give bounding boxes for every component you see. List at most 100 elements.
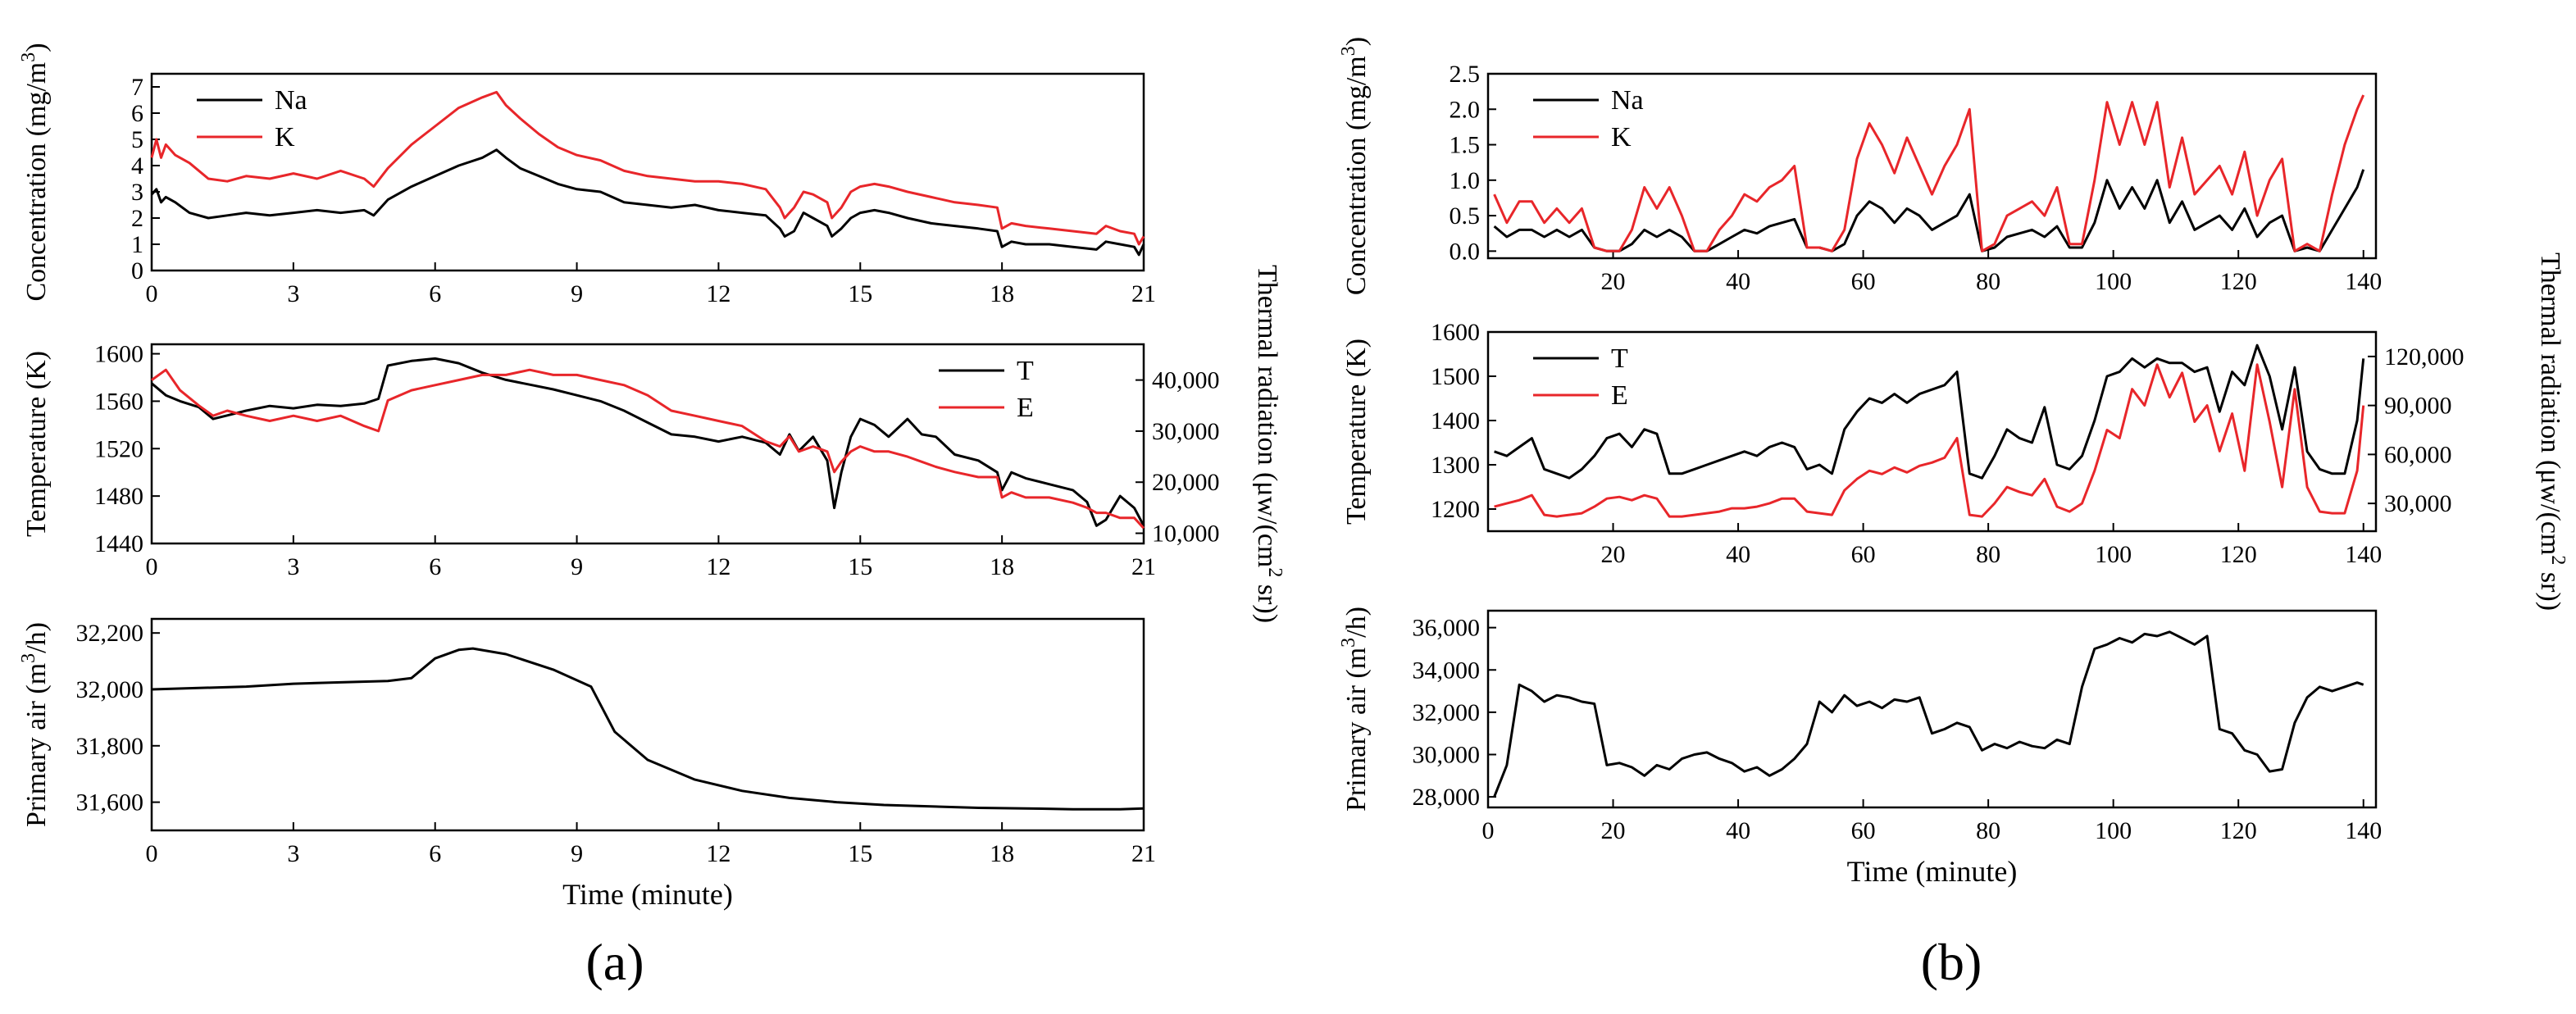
x-tick-label: 80 (1976, 817, 2000, 844)
series-line-t (1494, 343, 2365, 480)
legend-label-k: K (1611, 122, 1632, 152)
y-tick-label: 1.5 (1450, 132, 1481, 159)
x-tick-label: 40 (1726, 541, 1750, 568)
chart-a_temp: 0 3 6 9 12 15 18 21 1440 1480 1520 1560 1600 10,000 20… (94, 341, 1220, 580)
y-tick-label: 0.5 (1450, 202, 1481, 230)
y-tick-label: 4 (131, 152, 143, 180)
y-tick-label: 0 (131, 257, 143, 284)
y-tick-label: 6 (131, 100, 143, 127)
y-tick-label: 1560 (94, 388, 143, 415)
y-tick-label: 31,600 (76, 789, 144, 816)
x-tick-label: 80 (1976, 268, 2000, 295)
x-tick-label: 140 (2345, 817, 2382, 844)
chart-b_air: 0 20 40 60 80 100 120 140 28,000 30,000 32,000 34,0… (1413, 609, 2382, 888)
x-tick-label: 80 (1976, 541, 2000, 568)
y-right-axis-title: Thermal radiation (μw/(cm2 sr)) (1252, 265, 1286, 623)
y-tick-label: 1200 (1431, 496, 1480, 523)
x-axis-title: Time (minute) (1847, 855, 2018, 888)
y-right-tick-label: 10,000 (1152, 521, 1220, 548)
series-line-primary-air (151, 647, 1145, 811)
y-tick-label: 32,000 (1413, 699, 1481, 726)
x-tick-label: 3 (287, 840, 299, 867)
y-tick-label: 31,800 (76, 733, 144, 760)
x-tick-label: 120 (2220, 817, 2257, 844)
x-tick-label: 15 (848, 553, 872, 580)
y-tick-label: 1400 (1431, 407, 1480, 434)
x-tick-label: 0 (146, 840, 158, 867)
series-line-k (1493, 94, 2365, 252)
x-tick-label: 21 (1131, 840, 1156, 867)
series-line-na (1493, 169, 2365, 252)
x-tick-label: 0 (146, 553, 158, 580)
legend-label-k: K (275, 122, 295, 152)
plot-frame (1486, 330, 2378, 533)
x-tick-label: 0 (146, 280, 158, 307)
x-tick-label: 6 (429, 553, 441, 580)
legend-label-na: Na (1611, 85, 1644, 116)
y-axis-title: Primary air (m3/h) (18, 622, 52, 827)
x-tick-label: 40 (1726, 268, 1750, 295)
x-tick-label: 20 (1601, 541, 1626, 568)
x-tick-label: 3 (287, 280, 299, 307)
y-axis-title: Concentration (mg/m3) (18, 43, 52, 301)
legend-label-na: Na (275, 85, 307, 116)
y-tick-label: 1520 (94, 435, 143, 462)
y-right-axis-title: Thermal radiation (μw/(cm2 sr)) (2535, 252, 2569, 611)
x-tick-label: 12 (706, 553, 730, 580)
x-tick-label: 20 (1601, 268, 1626, 295)
x-tick-label: 18 (990, 840, 1014, 867)
x-tick-label: 3 (287, 553, 299, 580)
chart-b_temp: 20 40 60 80 100 120 140 1200 1300 1400 1500 1600 30,… (1431, 319, 2464, 568)
x-tick-label: 15 (848, 280, 872, 307)
y-axis-title: Primary air (m3/h) (1338, 607, 1372, 812)
y-tick-label: 1300 (1431, 452, 1480, 479)
x-tick-label: 9 (571, 553, 583, 580)
y-right-tick-label: 120,000 (2384, 343, 2464, 371)
y-tick-label: 2.0 (1450, 96, 1481, 123)
y-tick-label: 1600 (94, 341, 143, 368)
series-line-na (150, 148, 1145, 257)
chart-a_air: 0 3 6 9 12 15 18 21 31,600 31,800 32,000 32,200 Time… (76, 617, 1156, 911)
x-tick-label: 60 (1851, 817, 1876, 844)
series-line-primary-air (1493, 630, 2364, 798)
y-tick-label: 30,000 (1413, 741, 1481, 768)
chart-b_conc: 20 40 60 80 100 120 140 0.0 0.5 1.0 1.5 2.0 2.5 Na K (1450, 61, 2383, 295)
y-tick-label: 1440 (94, 530, 143, 557)
y-right-tick-label: 30,000 (1152, 418, 1220, 445)
x-tick-label: 0 (1482, 817, 1495, 844)
y-tick-label: 1 (131, 231, 143, 258)
y-tick-label: 7 (131, 74, 143, 101)
series-line-k (150, 90, 1145, 246)
x-tick-label: 18 (990, 280, 1014, 307)
x-tick-label: 100 (2095, 817, 2132, 844)
plot-frame (150, 617, 1145, 832)
x-tick-label: 140 (2345, 268, 2382, 295)
y-tick-label: 3 (131, 179, 143, 206)
x-tick-label: 9 (571, 280, 583, 307)
x-axis-title: Time (minute) (562, 878, 733, 911)
x-tick-label: 9 (571, 840, 583, 867)
plot-frame (150, 343, 1145, 545)
y-tick-label: 2.5 (1450, 61, 1481, 88)
plot-frame (1486, 609, 2378, 809)
y-right-tick-label: 90,000 (2384, 393, 2452, 420)
x-tick-label: 21 (1131, 280, 1156, 307)
x-tick-label: 6 (429, 280, 441, 307)
y-axis-title: Temperature (K) (21, 351, 52, 537)
x-tick-label: 20 (1601, 817, 1626, 844)
y-tick-label: 2 (131, 205, 143, 232)
x-tick-label: 120 (2220, 541, 2257, 568)
y-tick-label: 5 (131, 126, 143, 153)
x-tick-label: 12 (706, 840, 730, 867)
series-line-t (151, 357, 1145, 527)
y-tick-label: 0.0 (1450, 238, 1481, 265)
y-tick-label: 32,200 (76, 620, 144, 647)
y-axis-title: Concentration (mg/m3) (1338, 37, 1372, 295)
y-axis-title: Temperature (K) (1341, 339, 1372, 525)
y-tick-label: 28,000 (1413, 784, 1481, 811)
panel-label-a: (a) (585, 933, 644, 991)
panel-label-b: (b) (1921, 933, 1982, 991)
x-tick-label: 60 (1851, 268, 1876, 295)
